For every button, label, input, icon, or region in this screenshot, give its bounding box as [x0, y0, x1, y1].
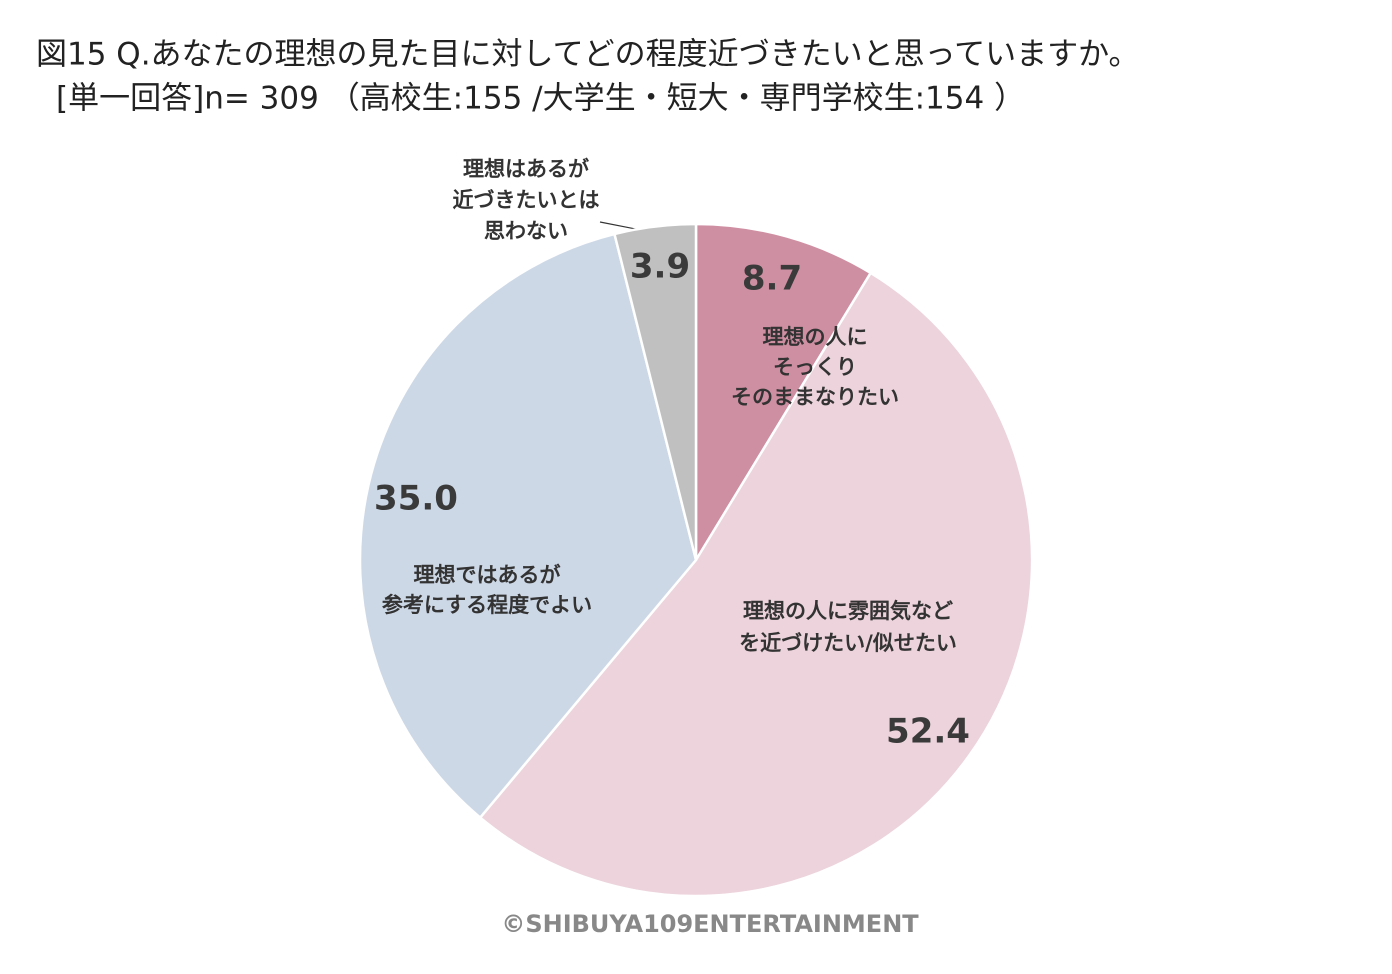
category-label: 思わない: [484, 219, 568, 243]
category-label: 近づきたいとは: [453, 188, 600, 212]
value-label: 8.7: [742, 259, 802, 299]
footer: ©SHIBUYA109ENTERTAINMENT: [501, 910, 919, 938]
value-label: 35.0: [374, 479, 458, 519]
pie-slice: [478, 271, 1034, 898]
category-label: 参考にする程度でよい: [382, 593, 592, 617]
chart-subtitle: [単一回答]n= 309 （高校生:155 /大学生・短大・専門学校生:154 …: [56, 81, 1025, 117]
pie-slice: [694, 222, 873, 565]
value-label: 52.4: [886, 712, 970, 752]
pie-slice: [358, 232, 698, 820]
value-label: 3.9: [630, 247, 690, 287]
category-label: 理想はあるが: [463, 157, 589, 181]
chart-title: 図15 Q.あなたの理想の見た目に対してどの程度近づきたいと思っていますか。: [36, 37, 1139, 73]
category-label: そのままなりたい: [731, 385, 899, 409]
category-label: 理想の人に: [763, 325, 868, 349]
category-label: 理想ではあるが: [414, 563, 561, 587]
category-label: を近づけたい/似せたい: [739, 631, 957, 655]
pie-slice: [612, 222, 698, 561]
category-label: 理想の人に雰囲気など: [743, 599, 953, 623]
category-label: そっくり: [773, 355, 857, 379]
